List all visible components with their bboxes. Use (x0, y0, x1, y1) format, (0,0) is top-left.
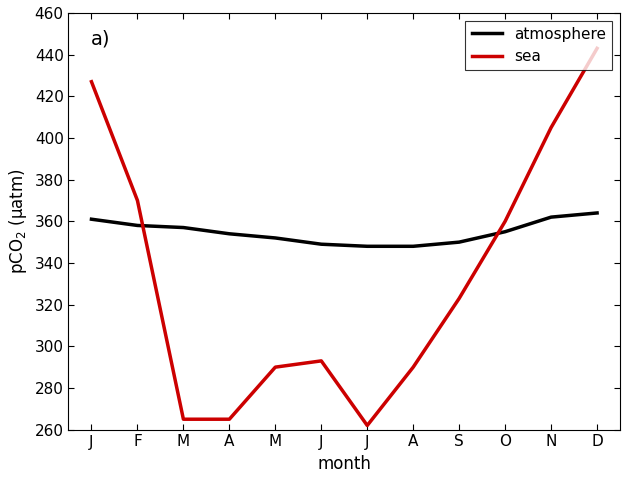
atmosphere (179, 225, 187, 230)
sea (364, 422, 371, 428)
sea (593, 46, 601, 51)
sea (547, 125, 555, 131)
X-axis label: month: month (317, 455, 371, 473)
atmosphere (226, 231, 233, 237)
atmosphere (88, 216, 95, 222)
sea (317, 358, 325, 364)
sea (455, 296, 463, 301)
atmosphere (271, 235, 279, 241)
atmosphere (134, 223, 141, 228)
sea (179, 416, 187, 422)
sea (134, 198, 141, 204)
atmosphere (409, 243, 417, 249)
sea (409, 364, 417, 370)
sea (502, 218, 509, 224)
atmosphere (455, 239, 463, 245)
sea (271, 364, 279, 370)
atmosphere (547, 214, 555, 220)
atmosphere (364, 243, 371, 249)
atmosphere (317, 241, 325, 247)
Line: sea: sea (92, 48, 597, 425)
Y-axis label: pCO$_2$ (μatm): pCO$_2$ (μatm) (7, 168, 29, 274)
atmosphere (593, 210, 601, 216)
atmosphere (502, 229, 509, 235)
Text: a): a) (90, 30, 110, 48)
Line: atmosphere: atmosphere (92, 213, 597, 246)
Legend: atmosphere, sea: atmosphere, sea (465, 21, 613, 71)
sea (226, 416, 233, 422)
sea (88, 79, 95, 84)
